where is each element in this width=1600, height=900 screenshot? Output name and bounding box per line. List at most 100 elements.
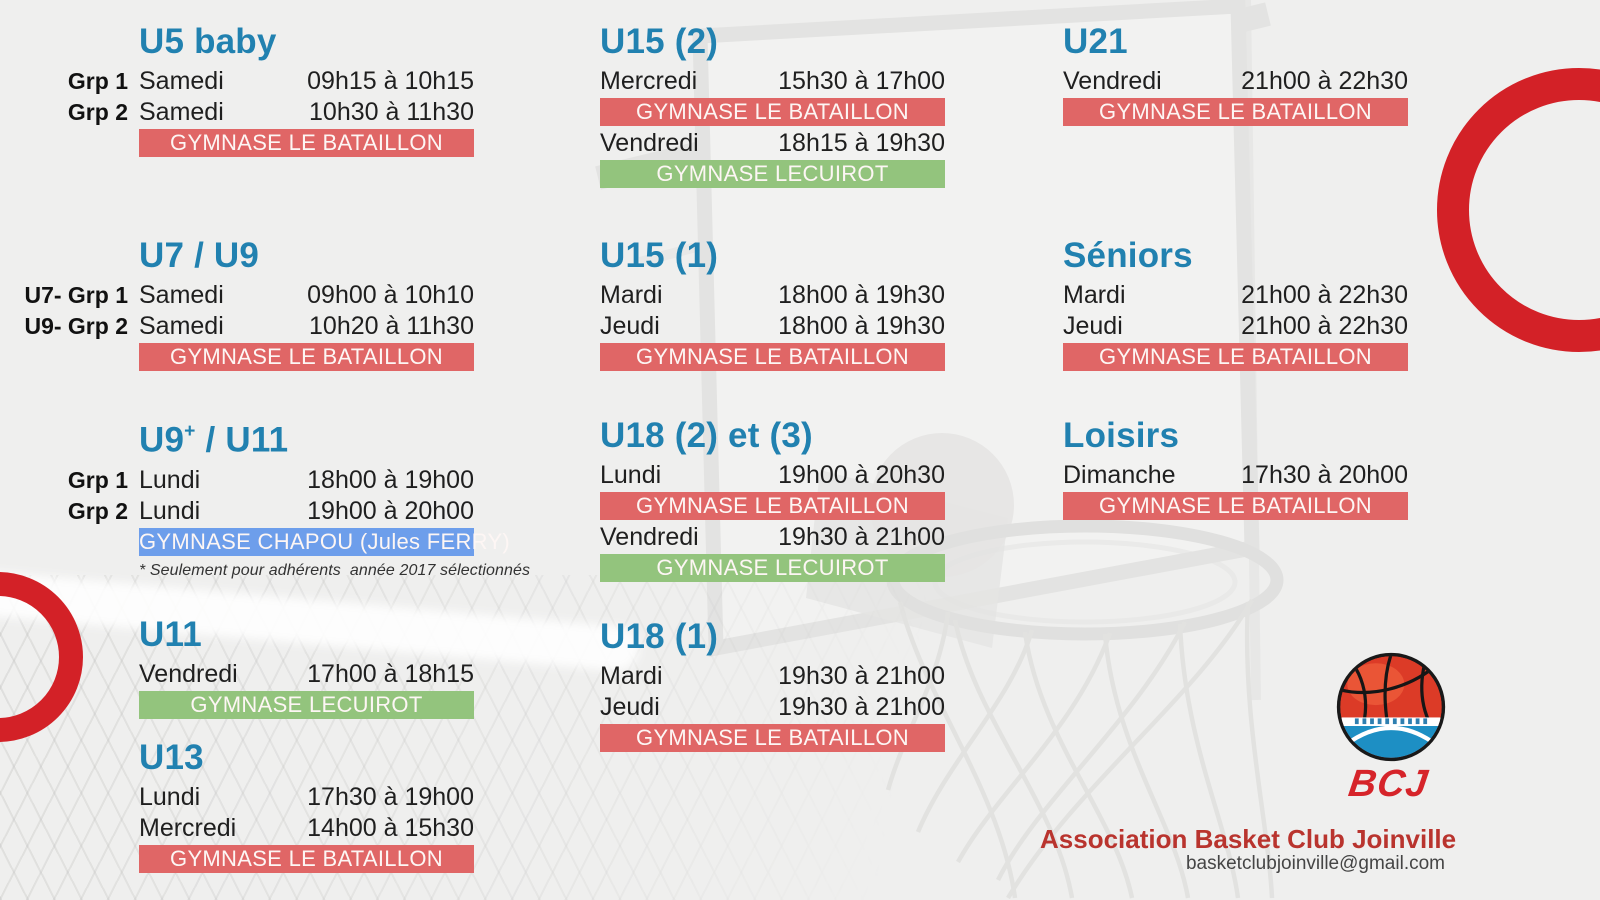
schedule-row: Vendredi 17h00 à 18h15	[139, 659, 474, 689]
time-cell: 15h30 à 17h00	[778, 67, 945, 95]
time-cell: 21h00 à 22h30	[1241, 67, 1408, 95]
time-cell: 10h20 à 11h30	[309, 312, 474, 340]
group-title-text: U9	[139, 420, 185, 460]
time-cell: 10h30 à 11h30	[309, 98, 474, 126]
group-seniors: Séniors Mardi 21h00 à 22h30 Jeudi 21h00 à 22…	[1063, 234, 1408, 373]
time-cell: 19h00 à 20h00	[307, 496, 474, 525]
day-cell: Samedi	[139, 98, 224, 126]
day-cell: Samedi	[139, 281, 224, 309]
red-ring-decoration-left	[0, 572, 83, 742]
day-cell: Lundi	[600, 461, 662, 489]
venue-banner: GYMNASE LE BATAILLON	[600, 724, 945, 752]
day-cell: Lundi	[139, 496, 201, 525]
day-cell: Samedi	[139, 67, 224, 95]
time-cell: 18h00 à 19h30	[778, 312, 945, 340]
day-cell: Dimanche	[1063, 461, 1176, 489]
group-title-text: Loisirs	[1063, 416, 1180, 455]
day-cell: Mercredi	[139, 814, 237, 842]
group-u18-23: U18 (2) et (3) Lundi 19h00 à 20h30 GYMNASE …	[600, 414, 945, 584]
group-title: U7 / U9	[139, 234, 474, 278]
group-loisirs: Loisirs Dimanche 17h30 à 20h00 GYMNASE LE B…	[1063, 414, 1408, 522]
day-cell: Vendredi	[139, 660, 238, 688]
day-cell: Vendredi	[600, 129, 699, 157]
group-title-text: U18 (2) et (3)	[600, 416, 813, 455]
venue-banner: GYMNASE LE BATAILLON	[600, 492, 945, 520]
schedule-row: U7- Grp 1 Samedi 09h00 à 10h10	[24, 280, 474, 310]
time-cell: 14h00 à 15h30	[307, 814, 474, 842]
group-note: * Seulement pour adhérents année 2017 sé…	[139, 561, 531, 579]
group-title-text: U18 (1)	[600, 617, 719, 656]
time-cell: 17h30 à 20h00	[1241, 461, 1408, 489]
venue-banner: GYMNASE LE BATAILLON	[139, 343, 474, 371]
group-title: U13	[139, 736, 474, 780]
time-cell: 09h15 à 10h15	[307, 67, 474, 95]
schedule-row: Mercredi 15h30 à 17h00	[600, 66, 945, 96]
group-title: U15 (2)	[600, 20, 945, 64]
time-cell: 17h30 à 19h00	[307, 783, 474, 811]
venue-banner: GYMNASE LE BATAILLON	[600, 98, 945, 126]
schedule-row: Mercredi 14h00 à 15h30	[139, 813, 474, 843]
time-cell: 19h30 à 21h00	[778, 662, 945, 690]
group-row-label: Grp 1	[67, 466, 128, 493]
group-title: U18 (2) et (3)	[600, 414, 945, 458]
venue-banner: GYMNASE LE BATAILLON	[1063, 98, 1408, 126]
venue-banner: GYMNASE LECUIROT	[600, 554, 945, 582]
day-cell: Mardi	[600, 281, 663, 309]
venue-banner: GYMNASE LE BATAILLON	[139, 129, 474, 157]
schedule-row: Lundi 17h30 à 19h00	[139, 782, 474, 812]
group-title: Loisirs	[1063, 414, 1408, 458]
group-title-text: Séniors	[1063, 236, 1193, 275]
venue-banner: GYMNASE LE BATAILLON	[139, 845, 474, 873]
group-title-text: U15 (2)	[600, 22, 719, 61]
venue-banner: GYMNASE LE BATAILLON	[600, 343, 945, 371]
time-cell: 21h00 à 22h30	[1241, 312, 1408, 340]
time-cell: 17h00 à 18h15	[307, 660, 474, 688]
schedule-row: Vendredi 21h00 à 22h30	[1063, 66, 1408, 96]
schedule-row: Mardi 21h00 à 22h30	[1063, 280, 1408, 310]
schedule-row: Grp 1 Samedi 09h15 à 10h15	[68, 66, 474, 96]
group-title-rest: / U11	[195, 420, 289, 460]
group-title: U15 (1)	[600, 234, 945, 278]
day-cell: Mercredi	[600, 67, 698, 95]
venue-banner: GYMNASE LE BATAILLON	[1063, 343, 1408, 371]
group-title: U9+ / U11	[139, 412, 474, 463]
day-cell: Lundi	[139, 465, 201, 494]
group-u15-1: U15 (1) Mardi 18h00 à 19h30 Jeudi 18h00 à 19…	[600, 234, 945, 373]
time-cell: 18h00 à 19h00	[307, 465, 474, 494]
red-ring-decoration-right	[1437, 68, 1600, 352]
schedule-row: U9- Grp 2 Samedi 10h20 à 11h30	[24, 311, 474, 341]
club-name: Association Basket Club Joinville	[1040, 824, 1457, 854]
group-title-text: U13	[139, 738, 204, 777]
day-cell: Vendredi	[1063, 67, 1162, 95]
group-u5: U5 baby Grp 1 Samedi 09h15 à 10h15 Grp 2 Same…	[68, 20, 474, 159]
schedule-row: Grp 1 Lundi 18h00 à 19h00	[68, 465, 474, 495]
group-row-label: Grp 2	[67, 99, 128, 125]
venue-banner: GYMNASE LE BATAILLON	[1063, 492, 1408, 520]
group-u13: U13 Lundi 17h30 à 19h00 Mercredi 14h00 à 15h…	[139, 736, 474, 875]
group-title: U5 baby	[139, 20, 474, 64]
schedule-row: Jeudi 18h00 à 19h30	[600, 311, 945, 341]
day-cell: Mardi	[1063, 281, 1126, 309]
schedule-row: Jeudi 21h00 à 22h30	[1063, 311, 1408, 341]
group-u7u9: U7 / U9 U7- Grp 1 Samedi 09h00 à 10h10 U9- G…	[24, 234, 474, 373]
group-row-label: U9- Grp 2	[24, 313, 128, 339]
group-title-text: U11	[139, 615, 202, 654]
bcj-logo-text: BCJ	[1346, 763, 1431, 805]
schedule-row: Vendredi 18h15 à 19h30	[600, 128, 945, 158]
venue-banner: GYMNASE LECUIROT	[139, 691, 474, 719]
venue-banner: GYMNASE CHAPOU (Jules FERRY)	[139, 527, 511, 556]
time-cell: 19h00 à 20h30	[778, 461, 945, 489]
schedule-row: Dimanche 17h30 à 20h00	[1063, 460, 1408, 490]
time-cell: 18h15 à 19h30	[778, 129, 945, 157]
schedule-row: Vendredi 19h30 à 21h00	[600, 522, 945, 552]
day-cell: Samedi	[139, 312, 224, 340]
group-title-sup: +	[184, 421, 196, 442]
group-title: Séniors	[1063, 234, 1408, 278]
day-cell: Vendredi	[600, 523, 699, 551]
schedule-row: Mardi 19h30 à 21h00	[600, 661, 945, 691]
bcj-basketball-bridge-logo	[1336, 652, 1446, 762]
day-cell: Mardi	[600, 662, 663, 690]
time-cell: 19h30 à 21h00	[778, 523, 945, 551]
club-email: basketclubjoinville@gmail.com	[1185, 853, 1445, 874]
